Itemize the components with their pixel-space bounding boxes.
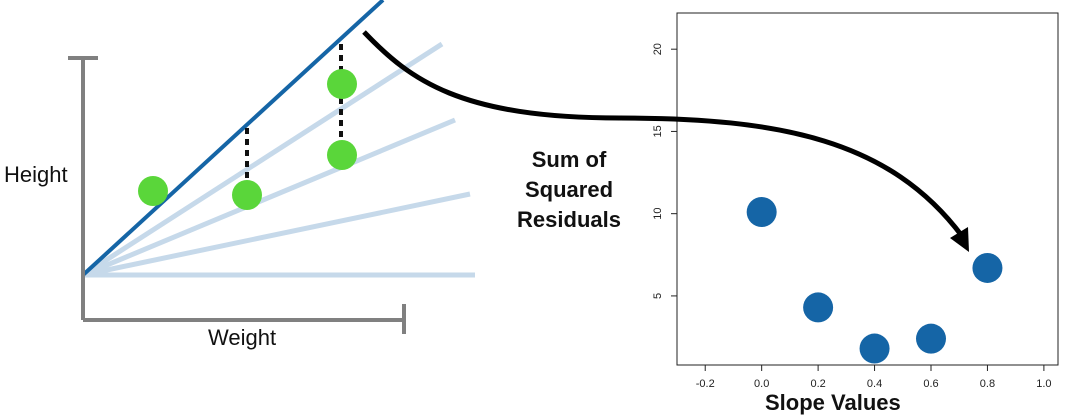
data-point	[327, 69, 357, 99]
chart-marks: -0.2 0.0 0.2 0.4 0.6 0.8 1.0 5 10 15 20	[652, 43, 1052, 390]
arrowhead-icon	[950, 227, 969, 252]
x-axis	[83, 304, 406, 334]
transition-arrow	[362, 30, 969, 252]
data-point	[138, 176, 168, 206]
fitted-line	[81, 0, 385, 277]
data-point	[232, 180, 262, 210]
ssr-axis-title-line: Squared	[524, 177, 614, 202]
y-tick-label: 10	[652, 208, 664, 220]
left-diagram	[68, 0, 475, 334]
y-tick-label: 20	[652, 43, 664, 55]
scatter-point	[972, 252, 1003, 283]
y-tick-label: 15	[652, 125, 664, 137]
scatter-point	[803, 292, 834, 323]
scatter-point	[859, 333, 890, 364]
ssr-axis-title-line: Sum of	[531, 147, 607, 172]
x-axis-label: Weight	[208, 325, 277, 350]
plot-frame	[676, 12, 1059, 366]
data-point	[327, 140, 357, 170]
scatter-point	[746, 197, 777, 228]
y-axis	[68, 56, 98, 320]
x-tick-label: 0.4	[867, 378, 882, 390]
ssr-chart: -0.2 0.0 0.2 0.4 0.6 0.8 1.0 5 10 15 20	[652, 12, 1059, 390]
x-tick-label: 0.2	[810, 378, 825, 390]
y-tick-label: 5	[652, 293, 664, 299]
x-tick-label: -0.2	[696, 378, 715, 390]
x-tick-label: 1.0	[1036, 378, 1051, 390]
x-tick-label: 0.0	[754, 378, 769, 390]
scatter-point	[916, 323, 946, 354]
x-tick-label: 0.6	[923, 378, 938, 390]
y-axis-label: Height	[4, 162, 68, 187]
candidate-line-2	[82, 117, 456, 278]
ssr-axis-title: Sum of Squared Residuals	[510, 145, 628, 235]
candidate-line-3	[81, 41, 444, 278]
ssr-axis-title-line: Residuals	[517, 207, 621, 232]
arrow-curve	[362, 30, 964, 238]
x-tick-label: 0.8	[980, 378, 995, 390]
candidate-line-1	[82, 191, 471, 278]
slope-axis-title: Slope Values	[765, 390, 901, 415]
